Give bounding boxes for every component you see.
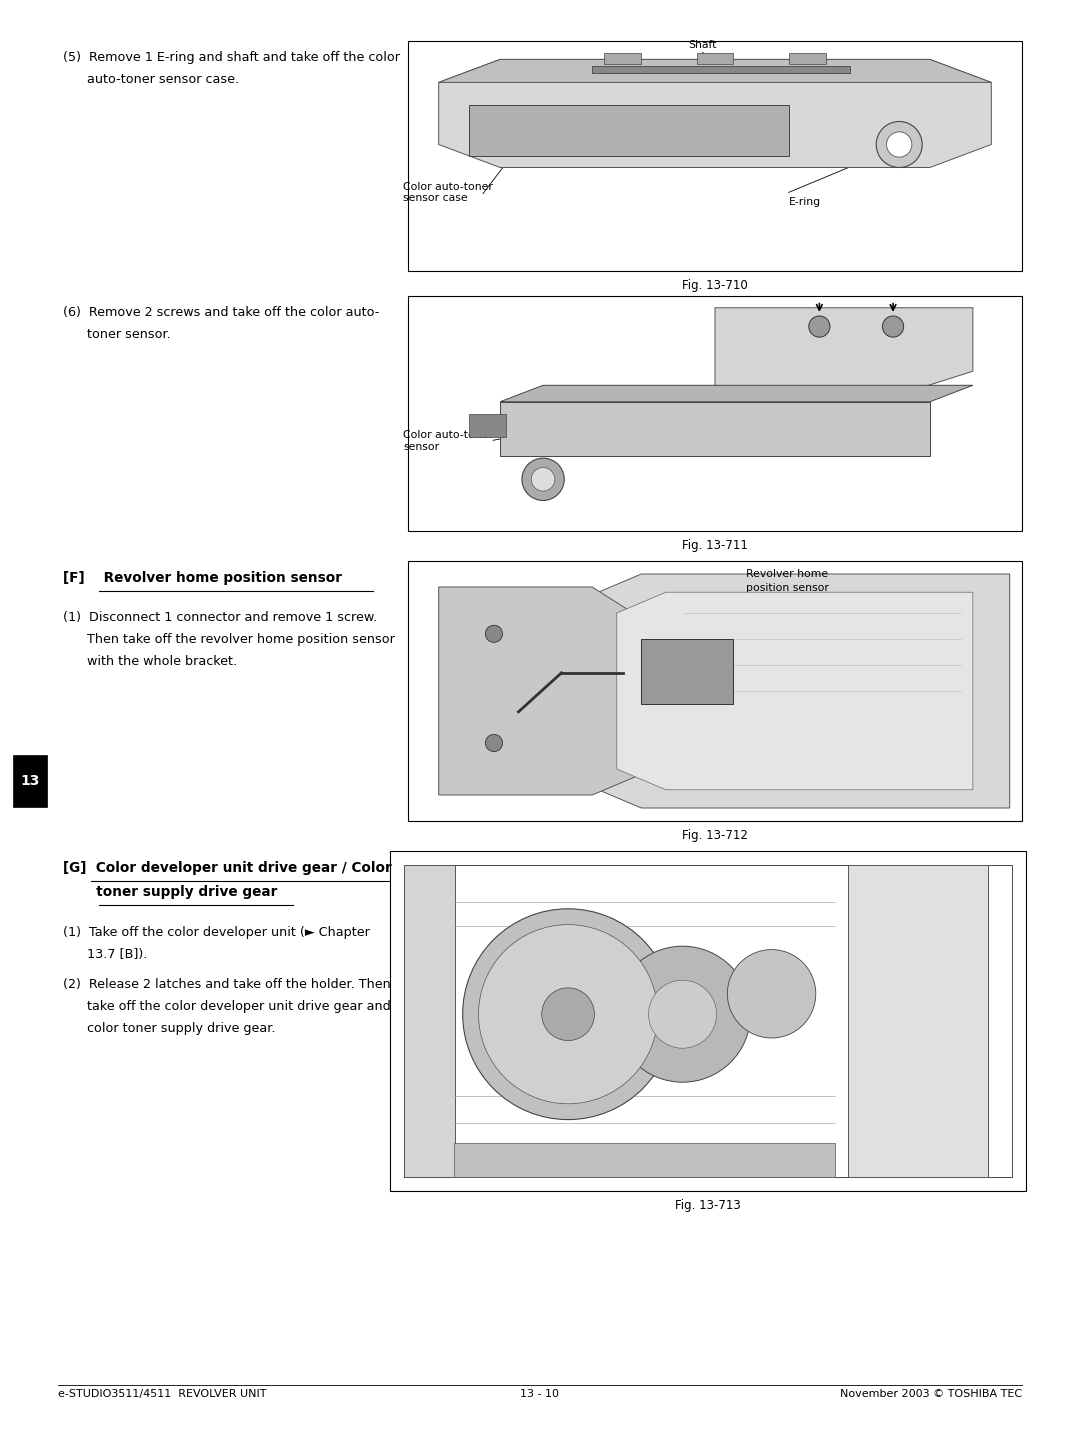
Circle shape bbox=[882, 316, 904, 337]
Text: Then take off the revolver home position sensor: Then take off the revolver home position… bbox=[63, 633, 395, 646]
Text: toner supply drive gear: toner supply drive gear bbox=[63, 885, 278, 899]
Bar bbox=[408, 40, 1022, 271]
Text: auto-toner sensor case.: auto-toner sensor case. bbox=[63, 73, 239, 86]
Circle shape bbox=[462, 909, 674, 1120]
Polygon shape bbox=[470, 105, 788, 156]
Bar bbox=[470, 414, 507, 437]
Polygon shape bbox=[438, 59, 991, 82]
Circle shape bbox=[887, 131, 912, 157]
Polygon shape bbox=[580, 574, 1010, 808]
Text: color toner supply drive gear.: color toner supply drive gear. bbox=[63, 1022, 275, 1035]
Text: Color auto-toner
sensor: Color auto-toner sensor bbox=[403, 431, 492, 452]
Circle shape bbox=[809, 316, 829, 337]
Polygon shape bbox=[715, 308, 973, 395]
Circle shape bbox=[876, 121, 922, 167]
Text: Fig. 13-712: Fig. 13-712 bbox=[683, 829, 748, 842]
Text: (2)  Release 2 latches and take off the holder. Then: (2) Release 2 latches and take off the h… bbox=[63, 978, 391, 991]
Text: 13 - 10: 13 - 10 bbox=[521, 1389, 559, 1399]
Bar bbox=[592, 66, 850, 73]
Text: with the whole bracket.: with the whole bracket. bbox=[63, 656, 238, 669]
Bar bbox=[408, 295, 1022, 530]
Polygon shape bbox=[617, 592, 973, 790]
Text: Fig. 13-710: Fig. 13-710 bbox=[683, 280, 747, 293]
Circle shape bbox=[542, 989, 594, 1040]
Text: [G]  Color developer unit drive gear / Color: [G] Color developer unit drive gear / Co… bbox=[63, 862, 392, 875]
Bar bbox=[390, 852, 1026, 1192]
Polygon shape bbox=[500, 402, 930, 455]
Bar bbox=[408, 561, 1022, 821]
Text: 13.7 [B]).: 13.7 [B]). bbox=[63, 948, 147, 961]
Text: [F]    Revolver home position sensor: [F] Revolver home position sensor bbox=[63, 571, 342, 585]
Text: (1)  Take off the color developer unit (► Chapter: (1) Take off the color developer unit (►… bbox=[63, 927, 369, 940]
Text: Color auto-toner
sensor case: Color auto-toner sensor case bbox=[403, 182, 492, 203]
Bar bbox=[605, 52, 642, 63]
Text: Revolver home: Revolver home bbox=[745, 569, 828, 579]
Bar bbox=[697, 52, 733, 63]
Circle shape bbox=[531, 467, 555, 491]
Text: e-STUDIO3511/4511  REVOLVER UNIT: e-STUDIO3511/4511 REVOLVER UNIT bbox=[58, 1389, 267, 1399]
Bar bbox=[13, 755, 48, 807]
Bar bbox=[788, 52, 825, 63]
Circle shape bbox=[728, 950, 815, 1038]
Polygon shape bbox=[500, 385, 973, 402]
Text: 13: 13 bbox=[21, 774, 40, 788]
Circle shape bbox=[649, 980, 716, 1048]
Bar bbox=[642, 638, 733, 705]
Circle shape bbox=[478, 925, 658, 1104]
Text: (6)  Remove 2 screws and take off the color auto-: (6) Remove 2 screws and take off the col… bbox=[63, 305, 379, 318]
Text: November 2003 © TOSHIBA TEC: November 2003 © TOSHIBA TEC bbox=[840, 1389, 1022, 1399]
Bar bbox=[454, 1143, 835, 1177]
Text: Fig. 13-711: Fig. 13-711 bbox=[683, 539, 748, 552]
Circle shape bbox=[485, 625, 502, 643]
Bar bbox=[848, 865, 988, 1177]
Text: Shaft: Shaft bbox=[689, 40, 717, 50]
Text: Fig. 13-713: Fig. 13-713 bbox=[675, 1199, 741, 1212]
Bar bbox=[404, 865, 455, 1177]
Text: toner sensor.: toner sensor. bbox=[63, 329, 171, 342]
Text: (5)  Remove 1 E-ring and shaft and take off the color: (5) Remove 1 E-ring and shaft and take o… bbox=[63, 50, 400, 63]
Circle shape bbox=[485, 735, 502, 752]
Polygon shape bbox=[438, 59, 991, 167]
Circle shape bbox=[522, 458, 564, 500]
Polygon shape bbox=[438, 586, 653, 795]
Text: position sensor: position sensor bbox=[745, 582, 828, 592]
Bar bbox=[404, 865, 1012, 1177]
Text: E-ring: E-ring bbox=[788, 197, 821, 208]
Text: (1)  Disconnect 1 connector and remove 1 screw.: (1) Disconnect 1 connector and remove 1 … bbox=[63, 611, 377, 624]
Text: take off the color developer unit drive gear and: take off the color developer unit drive … bbox=[63, 1000, 391, 1013]
Circle shape bbox=[615, 947, 751, 1082]
